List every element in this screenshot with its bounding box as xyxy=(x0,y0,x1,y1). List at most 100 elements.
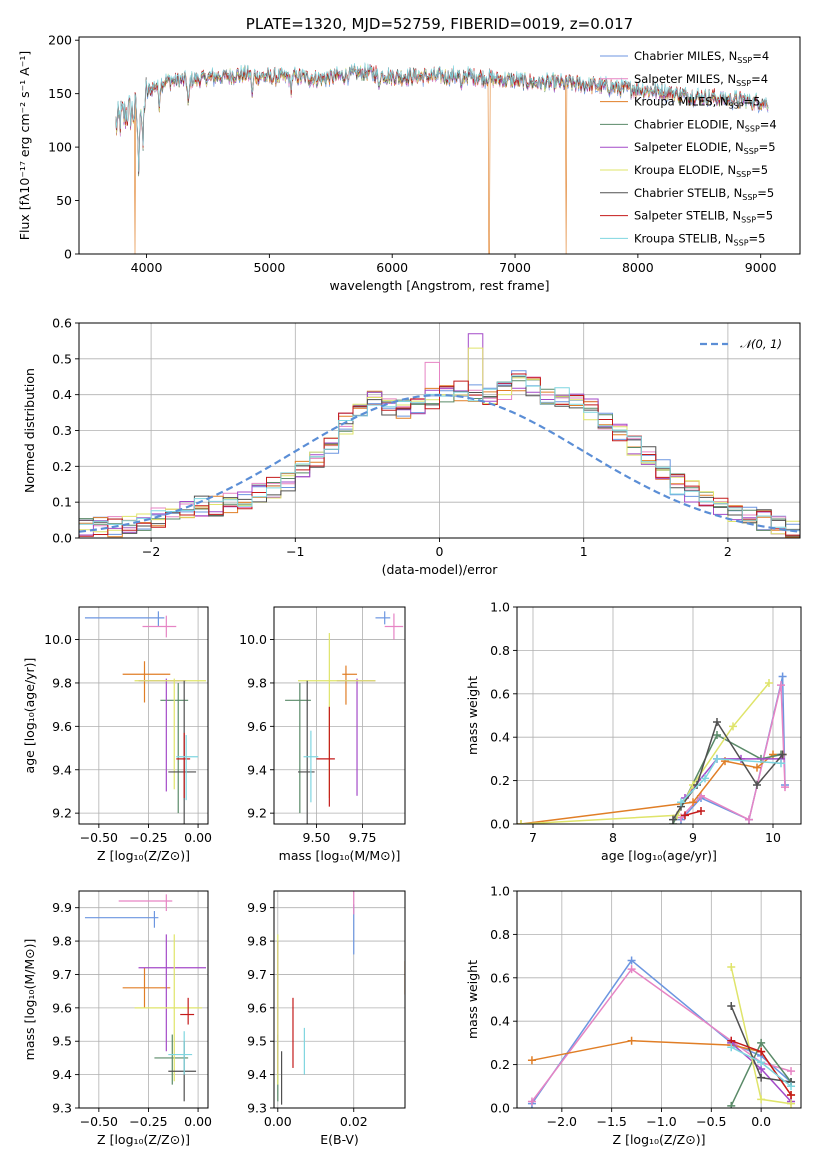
legend-label: Kroupa ELODIE, NSSP=5 xyxy=(634,163,768,179)
y-tick-label: 0.8 xyxy=(490,643,510,658)
data-point-marker xyxy=(727,1043,736,1052)
data-point-marker xyxy=(781,783,789,792)
errorbar-kroupa-stelib xyxy=(168,1031,193,1075)
data-point-marker xyxy=(689,798,697,807)
data-point-marker xyxy=(769,750,777,759)
data-point-marker xyxy=(757,1073,766,1082)
chart-title: PLATE=1320, MJD=52759, FIBERID=0019, z=0… xyxy=(246,15,633,33)
chart-age-vs-mass: 9.50 9.75 9.2 9.4 9.6 9.8 10.0 mass [log₁₀(M/M⊙… xyxy=(239,606,406,863)
x-axis-label: Z [log₁₀(Z/Z⊙)] xyxy=(613,1132,706,1147)
legend-label: Chabrier STELIB, NSSP=5 xyxy=(634,186,774,202)
y-tick-label: 150 xyxy=(48,86,72,101)
chart-age-vs-Z: −0.50 −0.25 0.00 9.2 9.4 9.6 9.8 10.0 Z [log₁₀(Z… xyxy=(22,606,212,863)
errorbar-chabrier-miles xyxy=(84,611,165,627)
y-tick-label: 0.6 xyxy=(490,970,510,985)
x-tick-label: −0.50 xyxy=(80,1114,118,1129)
plot-area xyxy=(527,956,796,1108)
series-line xyxy=(680,758,782,803)
legend: 𝒩(0, 1) xyxy=(700,337,782,351)
y-tick-label: 0 xyxy=(64,247,72,262)
errorbar-chabrier-elodie xyxy=(285,682,311,814)
x-tick-label: 0.02 xyxy=(340,1114,368,1129)
x-tick-label: 7 xyxy=(529,830,537,845)
errorbar-salpeter-stelib xyxy=(176,732,191,798)
plot-area xyxy=(277,891,405,1105)
errorbar-chabrier-stelib xyxy=(297,680,315,824)
x-tick-label: 0.00 xyxy=(184,830,212,845)
data-point-marker xyxy=(627,965,636,974)
y-tick-label: 50 xyxy=(56,193,72,208)
y-tick-label: 9.4 xyxy=(247,1067,267,1082)
legend-label: Chabrier MILES, NSSP=4 xyxy=(634,49,769,65)
histogram-salpeter-stelib xyxy=(79,373,800,537)
chart-spectrum: 4000 5000 6000 7000 8000 9000 0 50 100 150 200 wave… xyxy=(17,15,801,293)
x-tick-label: 0.00 xyxy=(184,1114,212,1129)
series-chabrier-stelib xyxy=(669,718,787,824)
x-tick-label: 0.0 xyxy=(751,1114,771,1129)
y-tick-label: 0.2 xyxy=(52,459,72,474)
data-point-marker xyxy=(713,754,721,763)
x-tick-label: 6000 xyxy=(376,260,408,275)
errorbar-kroupa-miles xyxy=(122,661,171,703)
data-point-marker xyxy=(777,681,785,690)
data-point-marker xyxy=(778,750,787,759)
x-axis-label: age [log₁₀(age/yr)] xyxy=(601,848,717,863)
axes-frame xyxy=(516,890,802,1109)
series-kroupa-elodie xyxy=(517,678,773,824)
x-tick-label: −1 xyxy=(286,544,304,559)
errorbar-salpeter-elodie xyxy=(336,678,376,796)
x-tick-label: 0 xyxy=(436,544,444,559)
x-tick-label: −0.50 xyxy=(80,830,118,845)
y-tick-label: 0.6 xyxy=(52,316,72,331)
y-tick-label: 1.0 xyxy=(490,600,510,615)
x-axis-label: E(B-V) xyxy=(320,1132,359,1147)
data-point-marker xyxy=(713,731,721,740)
y-tick-label: 9.4 xyxy=(247,762,267,777)
data-point-marker xyxy=(697,806,705,815)
x-axis-label: (data-model)/error xyxy=(382,562,499,577)
errorbar-salpeter-stelib xyxy=(180,997,195,1025)
legend-label: Kroupa MILES, NSSP=5 xyxy=(634,95,760,111)
data-point-marker xyxy=(627,1036,636,1045)
y-tick-label: 10.0 xyxy=(44,632,72,647)
errorbar-salpeter-miles xyxy=(384,613,404,640)
errorbar-chabrier-elodie xyxy=(154,1034,189,1085)
y-axis-label: Flux [fλ10⁻¹⁷ erg cm⁻² s⁻¹ A⁻¹] xyxy=(17,51,32,240)
x-axis-label: wavelength [Angstrom, rest frame] xyxy=(329,278,549,293)
y-tick-label: 0.2 xyxy=(490,773,510,788)
data-point-marker xyxy=(669,815,677,824)
data-point-marker xyxy=(787,1090,796,1099)
x-tick-label: 9 xyxy=(689,830,697,845)
x-tick-label: 1 xyxy=(580,544,588,559)
errorbar-kroupa-elodie xyxy=(134,678,207,790)
y-tick-label: 9.6 xyxy=(52,1000,72,1015)
x-tick-label: −0.25 xyxy=(129,1114,167,1129)
x-tick-label: 9.75 xyxy=(349,830,377,845)
data-point-marker xyxy=(677,798,685,807)
y-axis-label: Normed distribution xyxy=(22,368,37,493)
y-tick-label: 9.4 xyxy=(52,762,72,777)
x-tick-label: −2 xyxy=(142,544,160,559)
chart-mass-vs-Z: −0.50 −0.25 0.00 9.3 9.4 9.5 9.6 9.7 9.8 9.9 Z [lo… xyxy=(22,890,212,1147)
y-tick-label: 9.9 xyxy=(52,900,72,915)
legend-label: Salpeter STELIB, NSSP=5 xyxy=(634,209,773,225)
errorbar-salpeter-elodie xyxy=(138,934,207,1052)
spectrum-line-kroupa-stelib xyxy=(115,62,769,172)
series-line xyxy=(680,684,786,821)
y-axis-label: mass [log₁₀(M/M⊙)] xyxy=(22,939,37,1061)
x-axis-label: Z [log₁₀(Z/Z⊙)] xyxy=(97,848,190,863)
errorbar-chabrier-miles xyxy=(375,611,391,625)
errorbar-kroupa-stelib xyxy=(303,730,319,803)
y-tick-label: 10.0 xyxy=(239,632,267,647)
y-tick-label: 0.6 xyxy=(490,686,510,701)
x-tick-label: −2.0 xyxy=(547,1114,577,1129)
data-point-marker xyxy=(765,678,773,687)
errorbar-salpeter-elodie xyxy=(138,678,187,792)
data-point-marker xyxy=(681,811,689,820)
data-point-marker xyxy=(757,1038,766,1047)
plot-area xyxy=(84,894,207,1102)
axes-frame xyxy=(78,606,209,825)
x-axis-label: Z [log₁₀(Z/Z⊙)] xyxy=(97,1132,190,1147)
legend-label: 𝒩(0, 1) xyxy=(740,337,782,351)
